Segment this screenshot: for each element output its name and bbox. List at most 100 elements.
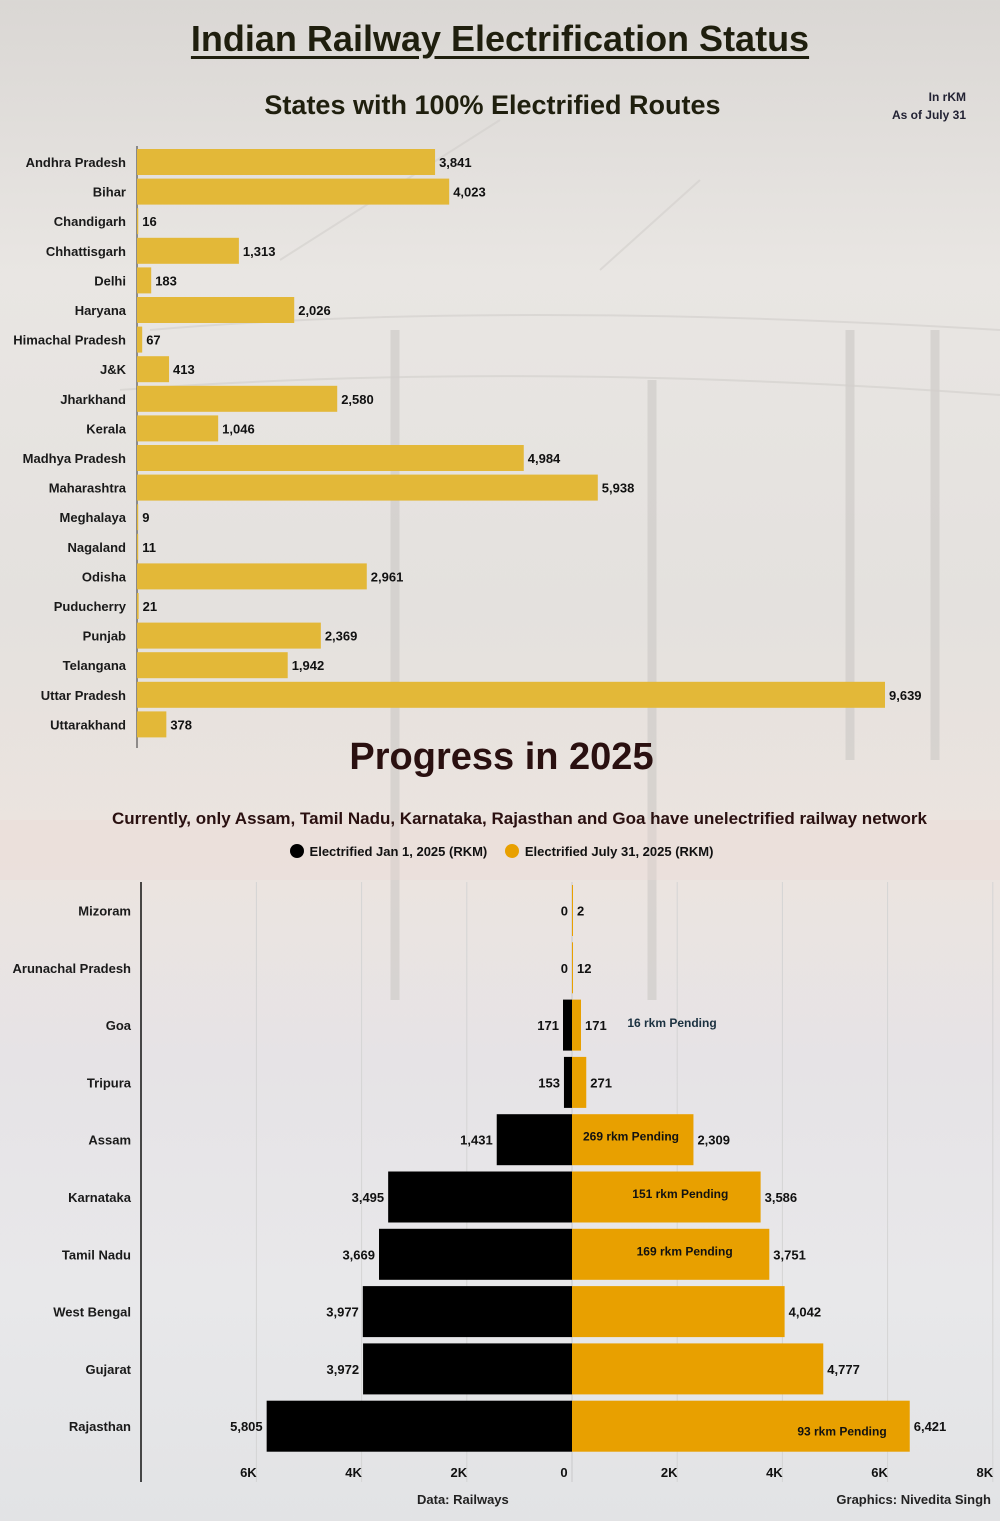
- jan-value-label-rajasthan: 5,805: [230, 1419, 263, 1434]
- top-value-label-odisha: 2,961: [371, 569, 404, 584]
- credit-note: Graphics: Nivedita Singh: [836, 1492, 991, 1507]
- legend: Electrified Jan 1, 2025 (RKM) Electrifie…: [0, 843, 1000, 859]
- progress-title: Progress in 2025: [349, 736, 654, 778]
- top-value-label-nagaland: 11: [142, 540, 156, 555]
- july-value-label-west-bengal: 4,042: [789, 1305, 822, 1320]
- bottom-category-label-west-bengal: West Bengal: [53, 1305, 131, 1320]
- july-bar-arunachal-pradesh: [572, 942, 573, 994]
- top-bar-uttarakhand: [137, 711, 167, 738]
- top-category-label-punjab: Punjab: [83, 629, 126, 644]
- jan-bar-rajasthan: [266, 1400, 572, 1452]
- top-bar-punjab: [137, 622, 321, 649]
- jan-value-label-goa: 171: [537, 1018, 559, 1033]
- x-tick-label-8000: 8K: [976, 1465, 993, 1480]
- top-value-label-delhi: 183: [155, 273, 177, 288]
- jan-bar-goa: [563, 999, 572, 1051]
- top-category-label-odisha: Odisha: [82, 569, 127, 584]
- top-value-label-chandigarh: 16: [142, 214, 156, 229]
- bottom-category-label-goa: Goa: [106, 1018, 132, 1033]
- jan-value-label-assam: 1,431: [460, 1133, 493, 1148]
- pending-annotation-tamil-nadu: 169 rkm Pending: [637, 1244, 733, 1258]
- top-bar-puducherry: [137, 593, 139, 619]
- top-value-label-maharashtra: 5,938: [602, 481, 635, 496]
- top-value-label-madhya-pradesh: 4,984: [528, 451, 561, 466]
- top-bar-bihar: [137, 178, 450, 205]
- july-value-label-tripura: 271: [590, 1075, 612, 1090]
- top-bar-madhya-pradesh: [137, 445, 524, 471]
- july-bar-west-bengal: [572, 1286, 785, 1338]
- bottom-category-label-rajasthan: Rajasthan: [69, 1419, 131, 1434]
- top-value-label-punjab: 2,369: [325, 629, 358, 644]
- x-tick-label-6000: 6K: [871, 1465, 888, 1480]
- jan-value-label-tripura: 153: [538, 1075, 560, 1090]
- jan-bar-karnataka: [388, 1171, 572, 1223]
- electrified-states-bar-chart: Andhra Pradesh 3,841 Bihar 4,023 Chandigarh 1…: [13, 146, 922, 748]
- jan-value-label-karnataka: 3,495: [352, 1190, 385, 1205]
- top-value-label-haryana: 2,026: [298, 303, 331, 318]
- top-value-label-himachal-pradesh: 67: [146, 333, 160, 348]
- top-category-label-kerala: Kerala: [86, 421, 127, 436]
- top-category-label-uttarakhand: Uttarakhand: [50, 717, 126, 732]
- top-value-label-jandk: 413: [173, 362, 195, 377]
- unit-label: In rKM: [928, 90, 966, 104]
- top-value-label-meghalaya: 9: [142, 510, 149, 525]
- july-bar-karnataka: [572, 1171, 761, 1223]
- top-category-label-meghalaya: Meghalaya: [60, 510, 127, 525]
- pending-annotation-goa: 16 rkm Pending: [627, 1016, 716, 1030]
- top-category-label-delhi: Delhi: [94, 273, 126, 288]
- bottom-category-label-tamil-nadu: Tamil Nadu: [62, 1247, 131, 1262]
- x-tick-label-neg-4000: 4K: [345, 1465, 362, 1480]
- pending-annotation-karnataka: 151 rkm Pending: [632, 1187, 728, 1201]
- july-value-label-rajasthan: 6,421: [914, 1419, 947, 1434]
- top-category-label-chhattisgarh: Chhattisgarh: [46, 244, 126, 259]
- top-category-label-bihar: Bihar: [93, 185, 126, 200]
- july-value-label-goa: 171: [585, 1018, 607, 1033]
- pending-annotation-rajasthan: 93 rkm Pending: [797, 1425, 886, 1439]
- top-value-label-andhra-pradesh: 3,841: [439, 155, 472, 170]
- top-category-label-himachal-pradesh: Himachal Pradesh: [13, 333, 126, 348]
- july-bar-rajasthan: [572, 1400, 910, 1452]
- july-bar-assam: [572, 1114, 694, 1166]
- top-value-label-jharkhand: 2,580: [341, 392, 374, 407]
- top-bar-chandigarh: [137, 208, 139, 235]
- july-value-label-tamil-nadu: 3,751: [773, 1247, 806, 1262]
- top-category-label-jandk: J&K: [100, 362, 127, 377]
- jan-value-label-arunachal-pradesh: 0: [561, 961, 568, 976]
- jan-value-label-mizoram: 0: [561, 904, 568, 919]
- x-tick-label-2000: 2K: [661, 1465, 678, 1480]
- top-bar-jharkhand: [137, 385, 338, 412]
- top-value-label-telangana: 1,942: [292, 658, 325, 673]
- top-category-label-haryana: Haryana: [75, 303, 127, 318]
- top-bar-andhra-pradesh: [137, 149, 436, 175]
- legend-label-jan: Electrified Jan 1, 2025 (RKM): [309, 844, 488, 860]
- source-note: Data: Railways: [417, 1492, 509, 1507]
- top-category-label-puducherry: Puducherry: [54, 599, 127, 614]
- top-category-label-uttar-pradesh: Uttar Pradesh: [41, 688, 126, 703]
- date-label: As of July 31: [891, 108, 966, 122]
- july-value-label-assam: 2,309: [697, 1133, 730, 1148]
- top-bar-nagaland: [137, 533, 139, 560]
- top-bar-odisha: [137, 563, 367, 590]
- top-value-label-uttarakhand: 378: [170, 717, 192, 732]
- legend-item-july: Electrified July 31, 2025 (RKM): [504, 844, 714, 860]
- top-bar-kerala: [137, 415, 219, 442]
- top-category-label-nagaland: Nagaland: [67, 540, 126, 555]
- top-bar-himachal-pradesh: [137, 326, 143, 353]
- top-category-label-jharkhand: Jharkhand: [60, 392, 126, 407]
- top-category-label-madhya-pradesh: Madhya Pradesh: [23, 451, 126, 466]
- july-bar-gujarat: [572, 1343, 824, 1395]
- top-category-label-andhra-pradesh: Andhra Pradesh: [26, 155, 126, 170]
- top-bar-haryana: [137, 297, 295, 323]
- legend-label-july: Electrified July 31, 2025 (RKM): [524, 844, 714, 860]
- top-category-label-chandigarh: Chandigarh: [54, 214, 126, 229]
- july-value-label-karnataka: 3,586: [765, 1190, 798, 1205]
- pending-annotation-assam: 269 rkm Pending: [583, 1130, 679, 1144]
- july-bar-tripura: [572, 1056, 587, 1108]
- jan-value-label-tamil-nadu: 3,669: [342, 1247, 375, 1262]
- unit-note: In rKM As of July 31: [892, 88, 966, 124]
- top-category-label-maharashtra: Maharashtra: [49, 481, 127, 496]
- top-bar-telangana: [137, 652, 288, 679]
- x-tick-label-neg-6000: 6K: [240, 1465, 257, 1480]
- top-bar-maharashtra: [137, 474, 598, 501]
- july-bar-mizoram: [572, 885, 573, 936]
